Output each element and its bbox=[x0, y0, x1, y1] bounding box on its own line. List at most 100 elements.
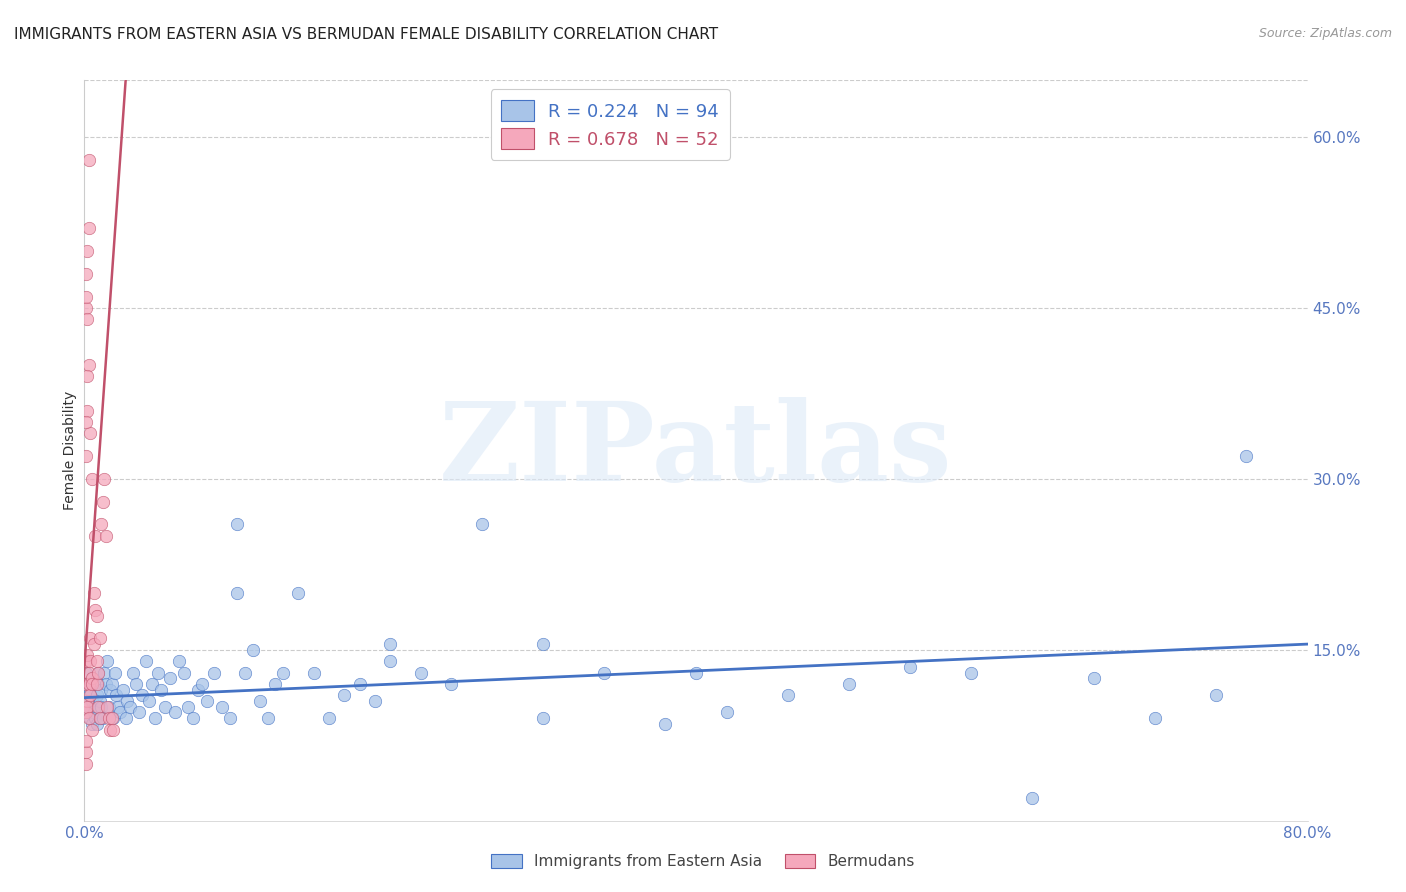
Point bbox=[86, 716, 108, 731]
Point bbox=[195, 694, 218, 708]
Text: IMMIGRANTS FROM EASTERN ASIA VS BERMUDAN FEMALE DISABILITY CORRELATION CHART: IMMIGRANTS FROM EASTERN ASIA VS BERMUDAN… bbox=[14, 27, 718, 42]
Point bbox=[333, 689, 356, 703]
Point bbox=[1236, 449, 1258, 463]
Point bbox=[79, 632, 101, 646]
Point bbox=[167, 654, 190, 668]
Point bbox=[84, 603, 107, 617]
Point bbox=[76, 706, 98, 720]
Point bbox=[80, 694, 103, 708]
Point bbox=[93, 665, 115, 680]
Point bbox=[163, 706, 186, 720]
Point bbox=[181, 711, 204, 725]
Point bbox=[186, 682, 208, 697]
Point bbox=[89, 711, 111, 725]
Point bbox=[380, 654, 402, 668]
Point bbox=[75, 745, 97, 759]
Point bbox=[776, 689, 799, 703]
Point bbox=[87, 677, 110, 691]
Point bbox=[89, 694, 111, 708]
Point bbox=[77, 153, 100, 167]
Point bbox=[83, 677, 105, 691]
Point bbox=[103, 723, 125, 737]
Point bbox=[77, 699, 100, 714]
Point bbox=[177, 699, 200, 714]
Point bbox=[80, 472, 103, 486]
Text: ZIPatlas: ZIPatlas bbox=[439, 397, 953, 504]
Point bbox=[654, 716, 676, 731]
Point bbox=[101, 711, 124, 725]
Point bbox=[716, 706, 738, 720]
Point bbox=[79, 426, 101, 441]
Point bbox=[531, 711, 554, 725]
Point bbox=[101, 677, 124, 691]
Point bbox=[84, 711, 107, 725]
Point bbox=[120, 699, 142, 714]
Point bbox=[90, 517, 112, 532]
Point bbox=[593, 665, 616, 680]
Point bbox=[125, 677, 148, 691]
Point bbox=[75, 706, 97, 720]
Point bbox=[111, 682, 134, 697]
Point bbox=[90, 699, 112, 714]
Point bbox=[105, 689, 128, 703]
Point bbox=[1083, 671, 1105, 685]
Point bbox=[226, 517, 249, 532]
Point bbox=[98, 723, 121, 737]
Point bbox=[115, 694, 138, 708]
Point bbox=[75, 290, 97, 304]
Point bbox=[211, 699, 233, 714]
Point bbox=[77, 665, 100, 680]
Point bbox=[86, 677, 108, 691]
Point bbox=[122, 665, 145, 680]
Point bbox=[173, 665, 195, 680]
Point bbox=[380, 637, 402, 651]
Point bbox=[79, 689, 101, 703]
Point bbox=[89, 711, 111, 725]
Point bbox=[76, 699, 98, 714]
Point bbox=[107, 699, 129, 714]
Point bbox=[838, 677, 860, 691]
Point bbox=[146, 665, 169, 680]
Point bbox=[1021, 790, 1043, 805]
Point bbox=[1205, 689, 1227, 703]
Point bbox=[77, 358, 100, 372]
Point bbox=[87, 699, 110, 714]
Point bbox=[75, 677, 97, 691]
Point bbox=[76, 694, 98, 708]
Point bbox=[131, 689, 153, 703]
Point bbox=[93, 472, 115, 486]
Point bbox=[76, 403, 98, 417]
Point bbox=[97, 711, 120, 725]
Point bbox=[202, 665, 225, 680]
Point bbox=[80, 677, 103, 691]
Point bbox=[86, 689, 108, 703]
Point bbox=[471, 517, 494, 532]
Point bbox=[77, 221, 100, 235]
Point bbox=[257, 711, 280, 725]
Point bbox=[271, 665, 294, 680]
Point bbox=[86, 654, 108, 668]
Point bbox=[76, 312, 98, 326]
Point bbox=[318, 711, 340, 725]
Y-axis label: Female Disability: Female Disability bbox=[63, 391, 77, 510]
Point bbox=[75, 415, 97, 429]
Point bbox=[75, 665, 97, 680]
Point bbox=[409, 665, 432, 680]
Point bbox=[114, 711, 136, 725]
Point bbox=[149, 682, 172, 697]
Point bbox=[685, 665, 707, 680]
Point bbox=[83, 637, 105, 651]
Point bbox=[83, 706, 105, 720]
Point bbox=[108, 706, 131, 720]
Point bbox=[84, 529, 107, 543]
Point bbox=[135, 654, 157, 668]
Point bbox=[128, 706, 150, 720]
Point bbox=[143, 711, 166, 725]
Point bbox=[242, 642, 264, 657]
Point bbox=[1143, 711, 1166, 725]
Point bbox=[287, 586, 309, 600]
Point bbox=[75, 734, 97, 748]
Point bbox=[80, 723, 103, 737]
Point bbox=[96, 654, 118, 668]
Point bbox=[75, 267, 97, 281]
